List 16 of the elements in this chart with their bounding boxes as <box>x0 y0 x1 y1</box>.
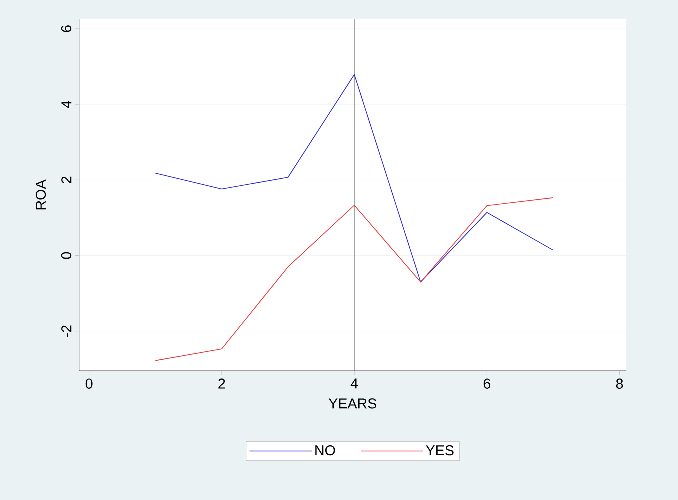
y-tick-label: 4 <box>62 101 72 108</box>
x-tick-label: 4 <box>350 378 358 389</box>
line-series <box>155 198 554 362</box>
line-series <box>155 74 554 283</box>
legend-label: YES <box>426 445 454 456</box>
y-tick-label: -2 <box>62 326 72 338</box>
x-tick-label: 8 <box>616 378 624 389</box>
y-axis-title: ROA <box>36 180 46 210</box>
x-tick-label: 2 <box>218 378 226 389</box>
x-tick-label: 6 <box>484 378 491 389</box>
y-tick-label: 0 <box>61 252 72 260</box>
y-tick-label: 6 <box>61 26 72 32</box>
x-tick-label: 0 <box>86 378 93 389</box>
legend-label: NO <box>316 445 336 456</box>
y-tick-label: 2 <box>62 176 72 184</box>
x-axis-title: YEARS <box>328 398 377 409</box>
